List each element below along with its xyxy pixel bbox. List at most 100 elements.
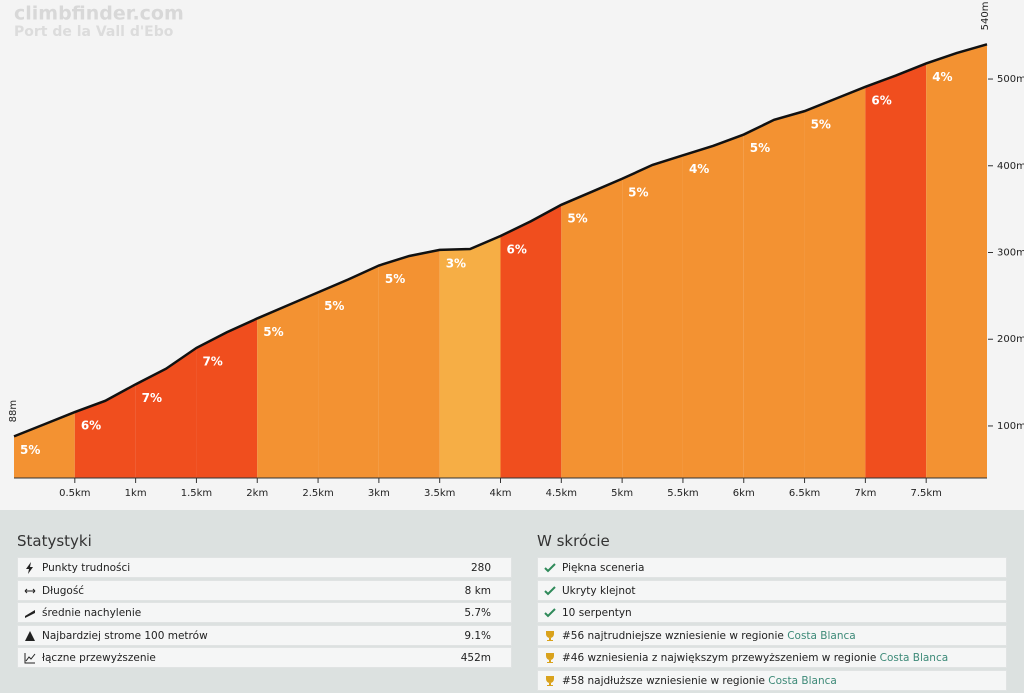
x-tick-label: 0.5km [59,488,90,499]
stat-row: Punkty trudności 280 [17,557,512,578]
stat-value: 8 km [464,584,491,597]
gradient-label: 4% [689,162,709,176]
summary-text: #46 wzniesienia z największym przewyższe… [562,652,949,664]
stat-value: 280 [470,562,491,574]
x-tick-label: 6km [733,488,755,499]
summary-text: 10 serpentyn [562,607,632,619]
gradient-label: 5% [628,185,648,199]
summary-row: #46 wzniesienia z największym przewyższe… [537,647,1007,668]
x-tick-label: 1km [125,488,147,499]
region-link[interactable]: Costa Blanca [768,674,837,687]
icon [546,675,554,686]
y-tick-label: 500m [997,74,1024,85]
stat-value: 5.7% [464,607,491,619]
gradient-segment [135,347,197,478]
start-elevation: 88m [8,400,19,422]
icon [25,630,35,641]
gradient-segment [318,265,379,478]
x-tick-label: 7.5km [910,488,941,499]
stat-row: łączne przewyższenie 452m [17,647,512,668]
climb-name: Port de la Vall d'Ebo [14,24,174,40]
icon [24,588,36,593]
gradient-segment [926,44,987,478]
y-tick-label: 400m [997,161,1024,172]
summary-row: #58 najdłuższe wzniesienie w regionie Co… [537,669,1007,691]
summary-text: Piękna sceneria [562,562,645,574]
stat-label: Punkty trudności [42,562,131,574]
gradient-label: 5% [811,118,831,132]
icon [546,630,554,641]
summary-text: #58 najdłuższe wzniesienie w regionie Co… [562,674,837,687]
elevation-chart: climbfinder.com Port de la Vall d'Ebo 5%… [8,2,1024,499]
summary-text: #56 najtrudniejsze wzniesienie w regioni… [562,629,856,642]
gradient-label: 5% [20,443,40,457]
info-section: Statystyki Punkty trudności 280 Długość 8 k… [0,510,1024,693]
gradient-label: 6% [81,419,101,433]
gradient-label: 6% [507,243,527,257]
gradient-segment [257,292,319,478]
gradient-label: 3% [446,256,466,270]
icon [546,653,554,663]
stat-value: 452m [460,652,491,664]
x-tick-label: 5km [611,488,633,499]
stats-title: Statystyki [17,532,92,550]
icon [24,653,36,664]
icon [25,610,35,618]
x-tick-label: 6.5km [789,488,820,499]
gradient-label: 7% [202,354,222,368]
gradient-label: 5% [385,272,405,286]
x-tick-label: 3km [368,488,390,499]
gradient-label: 4% [932,70,952,84]
x-tick-label: 4.5km [546,488,577,499]
gradient-label: 5% [750,141,770,155]
region-link[interactable]: Costa Blanca [787,629,856,642]
x-tick-label: 1.5km [181,488,212,499]
elevation-line [13,43,988,438]
icon [26,562,33,574]
y-tick-label: 100m [997,421,1024,432]
end-elevation: 540m [980,2,991,31]
gradient-segment [622,155,683,478]
icon [544,608,556,618]
gradient-segment [743,111,805,478]
stat-label: Długość [42,584,85,597]
stat-row: średnie nachylenie 5.7% [17,602,512,623]
region-link[interactable]: Costa Blanca [879,652,949,664]
gradient-segment [682,134,744,479]
gradient-segment [865,63,927,479]
stat-row: Długość 8 km [17,579,512,601]
gradient-label: 7% [142,391,162,405]
gradient-label: 5% [263,325,283,339]
gradient-segment [500,204,562,478]
icon [544,563,556,573]
brand: climbfinder.com [14,3,184,25]
summary-row: #56 najtrudniejsze wzniesienie w regioni… [537,624,1007,646]
summary-title: W skrócie [537,532,610,550]
gradient-label: 5% [324,299,344,313]
icon [544,585,556,595]
gradient-segment [14,412,75,478]
gradient-label: 5% [567,211,587,225]
x-tick-label: 3.5km [424,488,455,499]
stat-row: Najbardziej strome 100 metrów 9.1% [17,624,512,646]
x-tick-label: 4km [490,488,512,499]
stat-value: 9.1% [464,629,491,642]
y-tick-label: 300m [997,248,1024,259]
y-tick-label: 200m [997,334,1024,345]
summary-row: Ukryty klejnot [537,579,1007,601]
stat-label: łączne przewyższenie [42,652,156,664]
x-tick-label: 2km [246,488,268,499]
stat-label: Najbardziej strome 100 metrów [42,629,208,642]
x-tick-label: 7km [854,488,876,499]
summary-row: Piękna sceneria [537,557,1007,578]
gradient-segment [378,249,440,478]
gradient-segment [561,178,623,478]
summary-row: 10 serpentyn [537,602,1007,623]
x-tick-label: 5.5km [667,488,698,499]
stat-label: średnie nachylenie [42,607,142,619]
gradient-segment [196,318,258,478]
gradient-segment [439,236,501,478]
summary-text: Ukryty klejnot [562,584,636,597]
gradient-segment [804,86,866,478]
